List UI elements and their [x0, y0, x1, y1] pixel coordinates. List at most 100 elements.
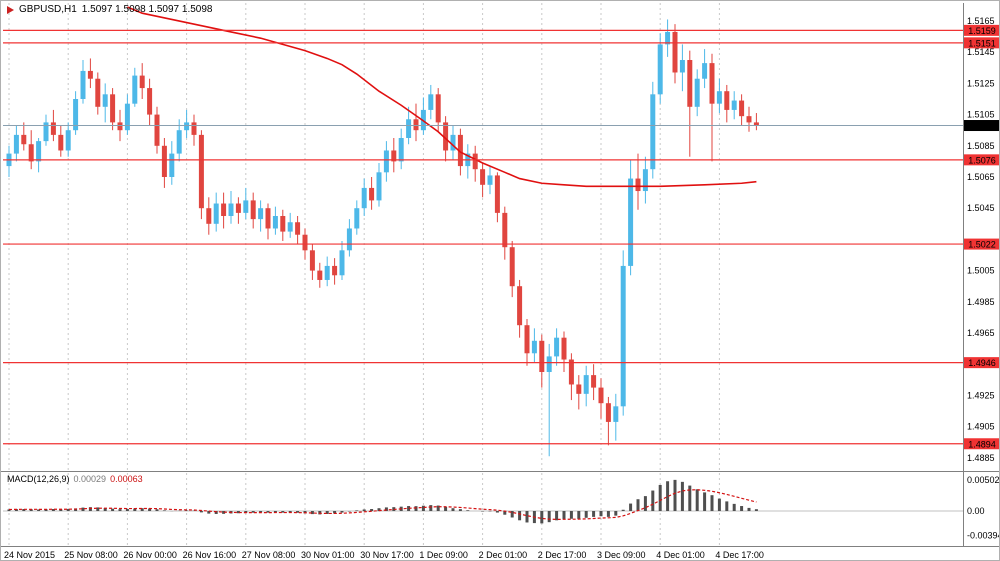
candle-body — [87, 70, 93, 79]
current-price-badge — [964, 120, 999, 132]
candle-body — [472, 153, 478, 170]
candle-body — [50, 122, 56, 135]
candle-body — [36, 141, 42, 162]
candlesticks — [6, 19, 759, 457]
price-tick-label: 1.4885 — [967, 453, 995, 463]
time-axis-label: 1 Dec 09:00 — [419, 550, 468, 560]
candle-body — [176, 130, 182, 154]
candle-body — [457, 134, 463, 167]
candle-body — [43, 122, 49, 142]
price-tick-label: 1.4925 — [967, 390, 995, 400]
horizontal-levels — [3, 29, 963, 445]
time-axis[interactable]: 24 Nov 2015 25 Nov 08:00 26 Nov 00:00 26 No… — [4, 550, 764, 560]
price-tick-label: 1.4905 — [967, 422, 995, 432]
candle-body — [80, 70, 86, 99]
candle-body — [65, 130, 71, 151]
candle-body — [620, 265, 626, 407]
level-price-badge — [964, 357, 999, 369]
candle-body — [657, 44, 663, 95]
candle-body — [206, 208, 212, 224]
candle-body — [28, 144, 34, 162]
time-axis-label: 4 Dec 17:00 — [715, 550, 764, 560]
candle-body — [650, 94, 656, 170]
candle-body — [568, 359, 574, 385]
candle-body — [702, 63, 708, 79]
candle-body — [435, 94, 441, 123]
candle-body — [406, 119, 412, 138]
candle-body — [102, 94, 108, 107]
time-axis-label: 30 Nov 17:00 — [360, 550, 414, 560]
current-price-badge-label: 1.5098 — [968, 121, 996, 131]
candle-body — [583, 375, 589, 394]
macd-axis-label: 0.00 — [967, 506, 985, 516]
candle-body — [272, 216, 278, 229]
candle-body — [132, 75, 138, 104]
candle-body — [679, 60, 685, 73]
candle-body — [147, 88, 153, 115]
candle-body — [413, 119, 419, 131]
candle-body — [58, 134, 64, 151]
candle-body — [332, 265, 338, 276]
time-axis-label: 4 Dec 01:00 — [656, 550, 705, 560]
candle-body — [428, 94, 434, 110]
candle-body — [228, 203, 234, 216]
level-price-badge-label: 1.4894 — [968, 439, 996, 449]
candle-body — [487, 175, 493, 185]
time-axis-label: 25 Nov 08:00 — [64, 550, 118, 560]
candle-body — [746, 116, 752, 123]
level-price-badge — [964, 438, 999, 450]
candle-body — [280, 216, 286, 232]
candle-body — [517, 286, 523, 326]
candle-body — [391, 150, 397, 162]
time-axis-label: 26 Nov 16:00 — [183, 550, 237, 560]
time-axis-label: 2 Dec 01:00 — [479, 550, 528, 560]
price-tick-label: 1.5145 — [967, 47, 995, 57]
candle-body — [665, 31, 671, 45]
level-price-badge — [964, 154, 999, 166]
candle-body — [73, 99, 79, 131]
candle-body — [450, 134, 456, 151]
candle-body — [184, 122, 190, 131]
candle-body — [694, 78, 700, 107]
time-axis-label: 27 Nov 08:00 — [242, 550, 296, 560]
candle-body — [635, 178, 641, 192]
macd-axis-label: -0.00394 — [967, 530, 1000, 540]
candle-body — [709, 63, 715, 104]
candle-body — [524, 325, 530, 354]
candle-body — [258, 208, 264, 220]
candle-body — [243, 200, 249, 213]
time-axis-label: 26 Nov 00:00 — [123, 550, 177, 560]
candle-body — [480, 169, 486, 185]
candle-body — [213, 203, 219, 224]
candle-body — [117, 122, 123, 131]
candle-body — [295, 222, 301, 235]
candle-body — [95, 78, 101, 107]
candle-body — [346, 228, 352, 251]
candle-body — [672, 31, 678, 73]
candle-body — [605, 403, 611, 422]
price-tick-label: 1.4985 — [967, 297, 995, 307]
candle-body — [361, 187, 367, 209]
candle-body — [716, 91, 722, 104]
candle-body — [502, 212, 508, 248]
candle-body — [354, 208, 360, 229]
panel-borders — [1, 3, 999, 547]
candle-body — [753, 122, 759, 126]
candle-body — [235, 203, 241, 213]
price-axis[interactable]: 1.5165 1.5145 1.5125 1.5105 1.5085 1.5065 1.50… — [964, 16, 1000, 540]
candle-body — [598, 387, 604, 404]
candle-body — [309, 250, 315, 271]
price-tick-label: 1.5125 — [967, 78, 995, 88]
level-price-badge — [964, 37, 999, 49]
candle-body — [139, 75, 145, 89]
candle-body — [265, 208, 271, 229]
price-tick-label: 1.5165 — [967, 16, 995, 26]
candle-body — [161, 145, 167, 177]
candle-body — [591, 375, 597, 388]
price-tick-label: 1.5065 — [967, 172, 995, 182]
candle-body — [531, 340, 537, 354]
candle-body — [221, 203, 227, 216]
candle-body — [376, 172, 382, 201]
